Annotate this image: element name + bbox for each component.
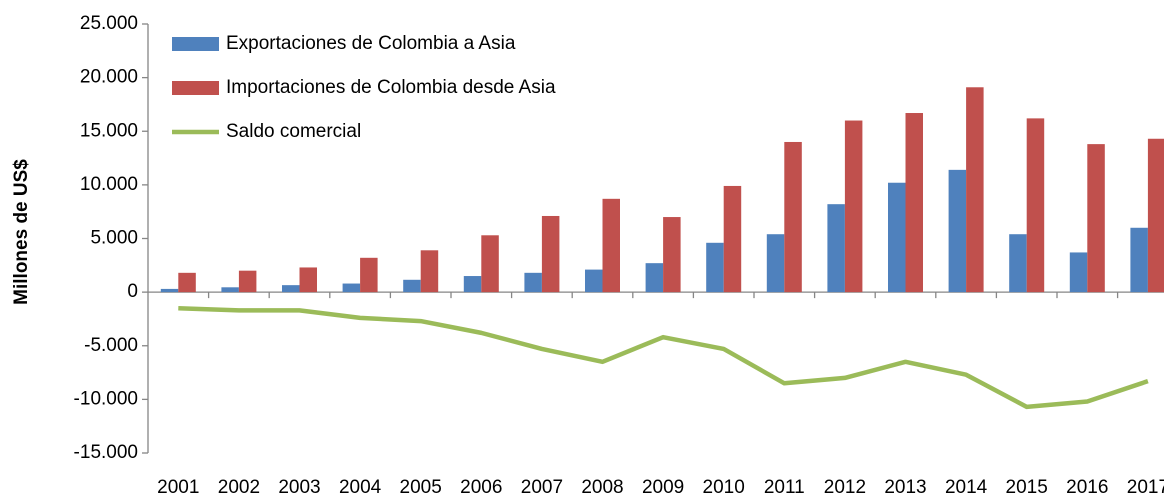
legend-swatch <box>172 81 219 95</box>
y-tick-label: 20.000 <box>80 67 138 88</box>
y-tick-label: 25.000 <box>80 13 138 34</box>
x-tick-label: 2014 <box>945 477 988 498</box>
bar <box>723 185 742 293</box>
bar <box>766 234 785 293</box>
line <box>178 305 1149 410</box>
bar <box>706 242 724 293</box>
bar <box>524 272 542 293</box>
x-tick-label: 2004 <box>339 477 382 498</box>
x-tick-label: 2003 <box>278 477 320 498</box>
x-tick-label: 2012 <box>824 477 866 498</box>
bar <box>342 283 361 293</box>
bar <box>221 287 239 293</box>
y-tick-label: 5.000 <box>90 228 138 249</box>
bar <box>299 267 317 293</box>
bar <box>1130 227 1148 293</box>
x-tick-label: 2007 <box>521 477 563 498</box>
bar <box>420 250 439 293</box>
bar <box>463 276 482 293</box>
x-tick-label: 2001 <box>157 477 199 498</box>
y-tick-label: 10.000 <box>80 174 138 195</box>
bar <box>481 235 499 293</box>
x-tick-label: 2017 <box>1127 477 1164 498</box>
x-tick-label: 2009 <box>642 477 684 498</box>
y-tick-label: 0 <box>127 281 138 302</box>
bar <box>1009 234 1027 293</box>
x-tick-label: 2008 <box>581 477 623 498</box>
bar <box>1069 252 1088 293</box>
x-tick-label: 2013 <box>884 477 926 498</box>
legend-label: Importaciones de Colombia desde Asia <box>226 77 556 98</box>
bar <box>282 285 300 293</box>
bar <box>1147 138 1164 293</box>
bar <box>178 272 196 293</box>
y-axis-title: Millones de US$ <box>11 159 32 305</box>
bar <box>360 257 378 293</box>
legend-label: Exportaciones de Colombia a Asia <box>226 33 516 54</box>
bar <box>645 263 664 293</box>
bar <box>888 182 906 293</box>
bar <box>1026 118 1045 293</box>
y-tick-label: 15.000 <box>80 120 138 141</box>
legend-label: Saldo comercial <box>226 121 361 142</box>
x-tick-label: 2016 <box>1066 477 1108 498</box>
bar <box>1087 144 1105 293</box>
bar <box>966 87 984 293</box>
bar <box>541 215 560 293</box>
x-tick-label: 2005 <box>400 477 442 498</box>
y-tick-label: -10.000 <box>74 388 138 409</box>
bar <box>827 204 845 293</box>
bar <box>238 270 257 293</box>
y-tick-label: -15.000 <box>74 442 138 463</box>
y-tick-label: -5.000 <box>84 335 138 356</box>
bar <box>663 217 681 293</box>
x-tick-label: 2011 <box>764 477 805 498</box>
bar <box>784 141 802 293</box>
bar <box>905 113 923 293</box>
x-tick-label: 2015 <box>1006 477 1048 498</box>
bar <box>844 120 863 293</box>
bar <box>403 279 421 293</box>
bar <box>585 269 603 293</box>
bar <box>160 288 179 293</box>
legend-swatch <box>172 37 219 51</box>
bar <box>602 198 620 293</box>
x-tick-label: 2010 <box>703 477 745 498</box>
x-tick-label: 2006 <box>460 477 502 498</box>
x-tick-label: 2002 <box>218 477 260 498</box>
bar <box>948 169 967 293</box>
